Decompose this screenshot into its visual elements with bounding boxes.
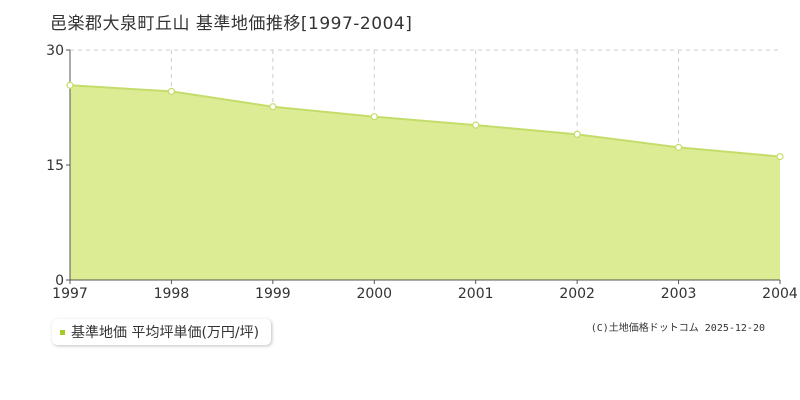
data-point-1999 bbox=[269, 103, 277, 111]
x-tick-label-2003: 2003 bbox=[661, 286, 697, 302]
data-point-2001 bbox=[472, 121, 480, 129]
x-tick-label-2001: 2001 bbox=[458, 286, 494, 302]
legend-swatch bbox=[60, 329, 65, 335]
data-point-1997 bbox=[66, 81, 74, 89]
area-fill bbox=[70, 85, 780, 281]
data-point-2002 bbox=[573, 130, 581, 138]
series-line bbox=[69, 84, 781, 158]
y-tick-label-30: 30 bbox=[46, 43, 64, 59]
x-tick-label-2002: 2002 bbox=[559, 286, 595, 302]
credit-text: (C)土地価格ドットコム 2025-12-20 bbox=[590, 323, 765, 334]
data-point-2004 bbox=[776, 152, 784, 161]
x-tick-label-2004: 2004 bbox=[762, 286, 798, 302]
data-point-2000 bbox=[370, 113, 378, 121]
x-tick-labels: 1997 1998 1999 2000 2001 2002 2003 2004 bbox=[52, 286, 798, 302]
legend: 基準地価 平均坪単価(万円/坪) bbox=[52, 319, 272, 345]
x-tick-label-2000: 2000 bbox=[356, 286, 392, 302]
x-tick-label-1999: 1999 bbox=[255, 286, 291, 302]
x-tick-label-1998: 1998 bbox=[154, 286, 190, 302]
y-tick-label-0: 0 bbox=[55, 273, 64, 289]
data-markers bbox=[66, 81, 784, 161]
legend-label: 基準地価 平均坪単価(万円/坪) bbox=[71, 325, 260, 341]
data-point-2003 bbox=[674, 143, 683, 151]
y-tick-label-15: 15 bbox=[46, 158, 64, 174]
chart-title: 邑楽郡大泉町丘山 基準地価推移[1997-2004] bbox=[50, 14, 413, 34]
x-tick-label-1997: 1997 bbox=[52, 286, 88, 302]
y-tick-labels: 0 15 30 bbox=[46, 43, 64, 289]
data-point-1998 bbox=[167, 87, 176, 96]
